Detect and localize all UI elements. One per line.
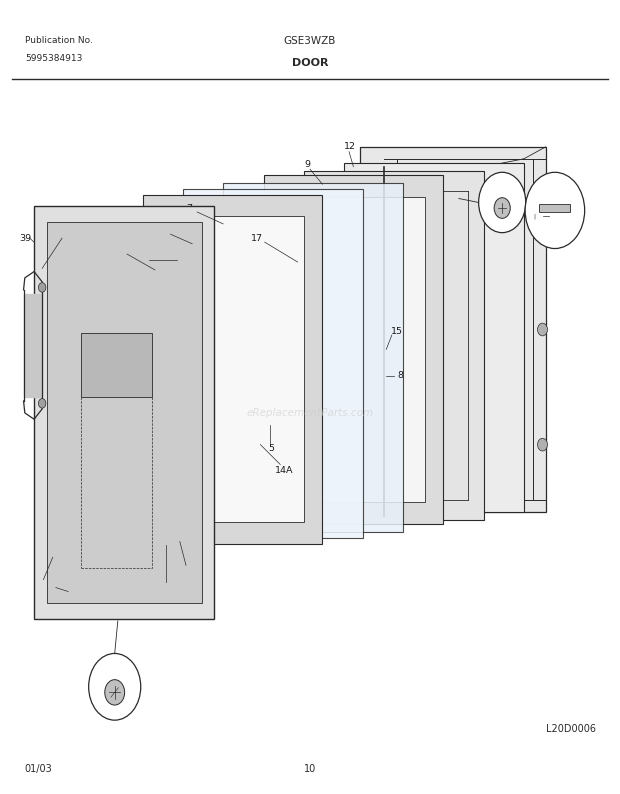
Text: 7: 7	[186, 203, 192, 213]
Polygon shape	[539, 204, 570, 212]
Text: 39: 39	[19, 233, 31, 243]
Text: GSE3WZB: GSE3WZB	[284, 36, 336, 46]
Circle shape	[494, 198, 510, 218]
Text: 9: 9	[304, 160, 310, 169]
Polygon shape	[143, 195, 322, 544]
Text: 4: 4	[35, 579, 42, 588]
Text: 60B: 60B	[107, 666, 123, 676]
Text: 10: 10	[304, 764, 316, 774]
Polygon shape	[264, 175, 443, 524]
Circle shape	[525, 172, 585, 249]
Circle shape	[38, 399, 46, 408]
Text: 5995384913: 5995384913	[25, 54, 82, 63]
Text: 3: 3	[163, 583, 169, 592]
Polygon shape	[46, 222, 202, 603]
Text: eReplacementParts.com: eReplacementParts.com	[246, 408, 374, 418]
Text: 4: 4	[68, 591, 74, 600]
Text: L20D0006: L20D0006	[546, 724, 596, 734]
Text: 17: 17	[251, 233, 264, 243]
Text: 01/03: 01/03	[25, 764, 53, 774]
Polygon shape	[304, 171, 484, 520]
Polygon shape	[34, 206, 214, 619]
Polygon shape	[344, 163, 524, 512]
Circle shape	[538, 323, 547, 336]
Circle shape	[538, 438, 547, 451]
Circle shape	[89, 653, 141, 720]
Polygon shape	[183, 189, 363, 538]
Text: 8: 8	[397, 371, 403, 380]
Polygon shape	[81, 333, 152, 397]
Text: 14A: 14A	[275, 465, 293, 475]
Circle shape	[105, 680, 125, 705]
Text: 15: 15	[180, 567, 192, 576]
Text: 10B: 10B	[494, 184, 510, 194]
Text: |: |	[533, 214, 536, 218]
Circle shape	[538, 208, 547, 221]
Polygon shape	[360, 147, 546, 512]
Text: 14: 14	[115, 245, 127, 255]
Polygon shape	[161, 216, 304, 522]
Circle shape	[38, 283, 46, 292]
Text: DOOR: DOOR	[292, 58, 328, 68]
Text: 52: 52	[56, 229, 68, 239]
Text: 15: 15	[391, 326, 403, 336]
Text: 5: 5	[268, 444, 275, 453]
Text: 15: 15	[133, 263, 146, 272]
Polygon shape	[282, 197, 425, 502]
Polygon shape	[223, 183, 403, 532]
Text: 6: 6	[163, 225, 169, 235]
Text: Publication No.: Publication No.	[25, 36, 92, 44]
Text: 12: 12	[344, 142, 356, 152]
Text: 10: 10	[549, 190, 560, 199]
Circle shape	[479, 172, 526, 233]
